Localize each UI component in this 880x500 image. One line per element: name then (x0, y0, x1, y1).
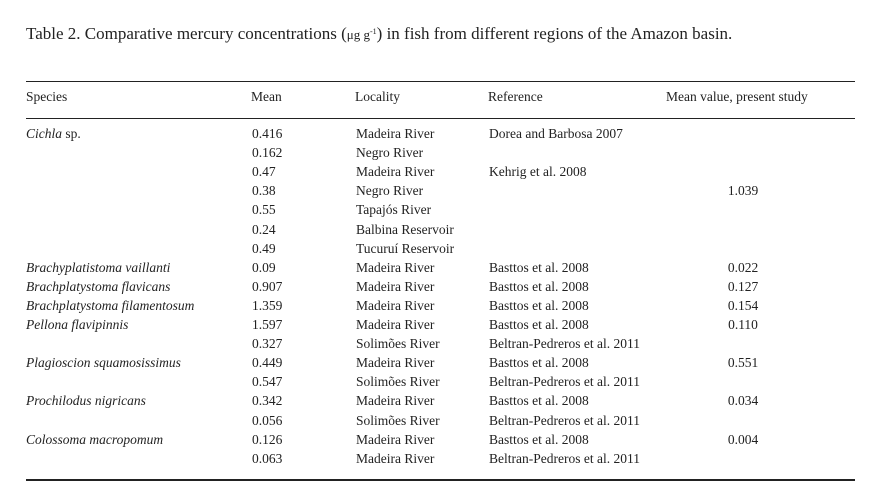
bottom-rule (26, 479, 855, 481)
mean-value: 0.47 (252, 164, 276, 179)
mean-value: 0.327 (252, 336, 283, 351)
header-reference: Reference (488, 89, 543, 104)
table-caption: Table 2. Comparative mercury concentrati… (26, 24, 732, 44)
species-name: Cichla sp. (26, 125, 81, 143)
mean-value: 0.907 (252, 279, 283, 294)
mean-value: 0.547 (252, 374, 283, 389)
species-qualifier: sp. (62, 126, 81, 141)
mean-value: 0.416 (252, 126, 283, 141)
present-study-value: 0.022 (727, 260, 759, 275)
mean-value: 0.24 (252, 222, 276, 237)
locality: Madeira River (356, 451, 435, 466)
header-present-study: Mean value, present study (666, 89, 808, 104)
locality: Madeira River (356, 432, 435, 447)
species-name: Plagioscion squamosissimus (26, 355, 181, 370)
mean-value: 1.597 (252, 317, 283, 332)
mean-value: 0.126 (252, 432, 283, 447)
header-rule (26, 118, 855, 119)
present-study-value: 0.004 (727, 432, 759, 447)
header-locality: Locality (355, 89, 400, 104)
species-name: Brachplatystoma filamentosum (26, 298, 195, 313)
mean-value: 0.063 (252, 451, 283, 466)
reference: Kehrig et al. 2008 (489, 164, 587, 179)
mean-value: 0.056 (252, 413, 283, 428)
present-study-value: 0.154 (727, 298, 759, 313)
caption-unit: μg g (346, 27, 370, 42)
locality: Madeira River (356, 298, 435, 313)
locality: Madeira River (356, 317, 435, 332)
reference: Basttos et al. 2008 (489, 393, 589, 408)
present-study-value: 0.127 (727, 279, 759, 294)
locality: Tapajós River (356, 202, 432, 217)
reference: Basttos et al. 2008 (489, 355, 589, 370)
locality: Solimões River (356, 374, 440, 389)
species-name: Brachyplatistoma vaillanti (26, 260, 171, 275)
mean-value: 1.359 (252, 298, 283, 313)
reference: Dorea and Barbosa 2007 (489, 126, 623, 141)
caption-suffix: ) in fish from different regions of the … (376, 24, 733, 43)
present-study-value: 0.034 (727, 393, 759, 408)
header-mean: Mean (251, 89, 282, 104)
locality: Madeira River (356, 164, 435, 179)
reference: Basttos et al. 2008 (489, 298, 589, 313)
locality: Balbina Reservoir (356, 222, 454, 237)
reference: Beltran-Pedreros et al. 2011 (489, 336, 640, 351)
reference: Basttos et al. 2008 (489, 260, 589, 275)
mean-value: 0.38 (252, 183, 276, 198)
caption-prefix: Table 2. Comparative mercury concentrati… (26, 24, 347, 43)
locality: Solimões River (356, 413, 440, 428)
locality: Negro River (356, 145, 424, 160)
species-name: Colossoma macropomum (26, 432, 164, 447)
mean-value: 0.09 (252, 260, 276, 275)
locality: Madeira River (356, 279, 435, 294)
locality: Tucuruí Reservoir (356, 241, 455, 256)
species-name: Brachplatystoma flavicans (26, 279, 171, 294)
reference: Beltran-Pedreros et al. 2011 (489, 374, 640, 389)
present-study-value: 0.110 (728, 317, 758, 332)
locality: Madeira River (356, 355, 435, 370)
header-species: Species (26, 89, 68, 104)
present-study-value: 1.039 (727, 183, 759, 198)
reference: Beltran-Pedreros et al. 2011 (489, 413, 640, 428)
mean-value: 0.49 (252, 241, 276, 256)
reference: Basttos et al. 2008 (489, 317, 589, 332)
caption-unit-superscript: -1 (369, 27, 377, 36)
mean-value: 0.342 (252, 393, 283, 408)
locality: Madeira River (356, 393, 435, 408)
locality: Negro River (356, 183, 424, 198)
locality: Madeira River (356, 260, 435, 275)
mean-value: 0.162 (252, 145, 283, 160)
locality: Solimões River (356, 336, 440, 351)
locality: Madeira River (356, 126, 435, 141)
species-genus: Cichla (26, 126, 62, 141)
reference: Beltran-Pedreros et al. 2011 (489, 451, 640, 466)
mean-value: 0.449 (252, 355, 283, 370)
present-study-value: 0.551 (727, 355, 759, 370)
mean-value: 0.55 (252, 202, 276, 217)
species-name: Pellona flavipinnis (26, 317, 129, 332)
top-rule (26, 81, 855, 82)
species-name: Prochilodus nigricans (26, 393, 146, 408)
reference: Basttos et al. 2008 (489, 279, 589, 294)
reference: Basttos et al. 2008 (489, 432, 589, 447)
